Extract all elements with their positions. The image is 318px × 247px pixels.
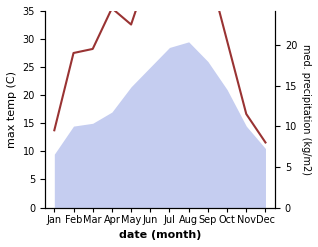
- Y-axis label: med. precipitation (kg/m2): med. precipitation (kg/m2): [301, 44, 311, 175]
- X-axis label: date (month): date (month): [119, 230, 201, 240]
- Y-axis label: max temp (C): max temp (C): [7, 71, 17, 148]
